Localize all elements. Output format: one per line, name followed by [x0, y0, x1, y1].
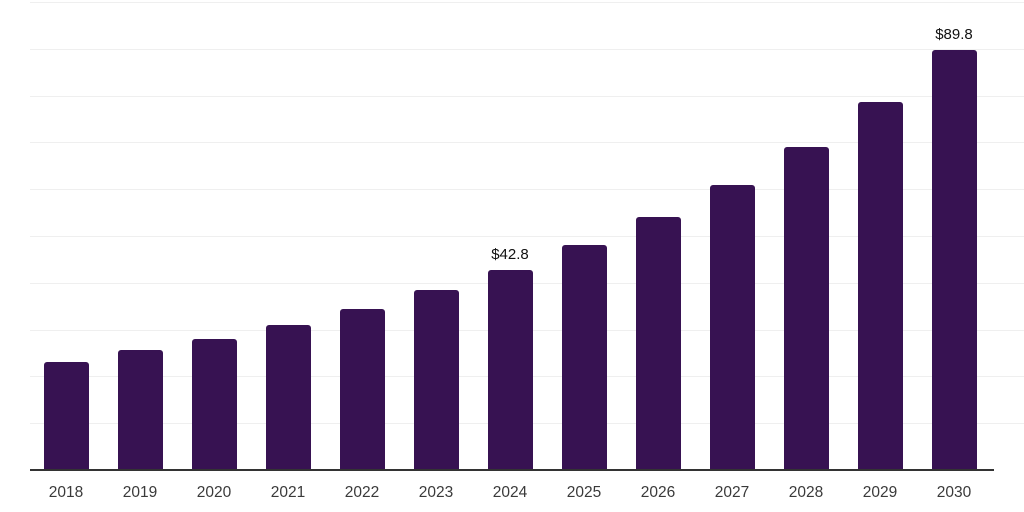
bar-2018[interactable] [43, 361, 89, 470]
x-tick-2030: 2030 [936, 484, 972, 501]
bar-value-label-2024: $42.8 [491, 245, 529, 263]
bar-2023[interactable] [413, 290, 459, 470]
gridline-100 [30, 2, 1024, 3]
x-axis-line [30, 469, 994, 471]
bar-2019[interactable] [117, 349, 163, 470]
x-tick-2028: 2028 [788, 484, 824, 501]
x-tick-2021: 2021 [270, 484, 306, 501]
bar-2030[interactable] [931, 49, 977, 470]
x-tick-2029: 2029 [862, 484, 898, 501]
x-tick-2018: 2018 [48, 484, 84, 501]
gridline-50 [30, 236, 1024, 237]
bar-2022[interactable] [339, 309, 385, 470]
x-tick-2020: 2020 [196, 484, 232, 501]
gridline-90 [30, 48, 1024, 50]
bar-2025[interactable] [561, 244, 607, 470]
gridline-70 [30, 142, 1024, 144]
x-tick-2026: 2026 [640, 484, 676, 501]
gridline-60 [30, 189, 1024, 191]
x-tick-2027: 2027 [714, 484, 750, 501]
x-tick-2024: 2024 [492, 484, 528, 501]
bar-2021[interactable] [265, 325, 311, 470]
bar-2020[interactable] [191, 339, 237, 470]
bar-2026[interactable] [635, 217, 681, 470]
x-tick-2019: 2019 [122, 484, 158, 501]
bar-2027[interactable] [709, 184, 755, 470]
x-tick-2023: 2023 [418, 484, 454, 501]
x-tick-2022: 2022 [344, 484, 380, 501]
bar-value-label-2030: $89.8 [935, 25, 973, 43]
bar-2024[interactable] [487, 269, 533, 470]
bar-2028[interactable] [783, 146, 829, 470]
gridline-80 [30, 95, 1024, 97]
x-tick-2025: 2025 [566, 484, 602, 501]
bar-2029[interactable] [857, 102, 903, 470]
